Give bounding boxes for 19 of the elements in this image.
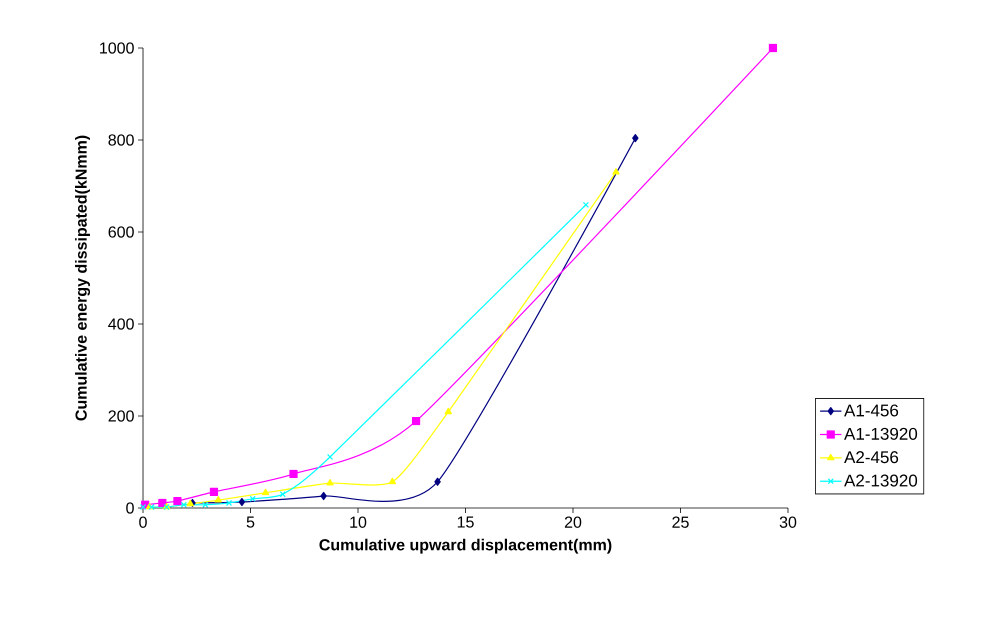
y-tick-label: 600 <box>108 226 134 238</box>
y-tick-label: 800 <box>108 134 134 146</box>
y-tick-label: 1000 <box>100 42 134 54</box>
legend-label: A1-13920 <box>844 428 918 440</box>
x-tick-label: 20 <box>564 516 582 528</box>
y-axis-title: Cumulative energy dissipated(kNmm) <box>75 136 90 420</box>
legend-label: A1-456 <box>844 404 898 416</box>
x-tick-label: 5 <box>246 516 254 528</box>
legend-label: A2-13920 <box>844 474 918 487</box>
x-axis-title: Cumulative upward displacement(mm) <box>319 538 612 554</box>
x-tick-label: 0 <box>139 516 147 528</box>
x-tick-label: 25 <box>672 516 689 528</box>
x-tick-label: 15 <box>458 516 474 528</box>
x-tick-label: 30 <box>780 516 796 528</box>
x-tick-label: 10 <box>350 516 366 528</box>
y-tick-label: 0 <box>126 502 134 514</box>
y-tick-label: 400 <box>108 318 134 330</box>
legend-label: A2-456 <box>844 451 898 464</box>
y-tick-label: 200 <box>108 410 134 422</box>
